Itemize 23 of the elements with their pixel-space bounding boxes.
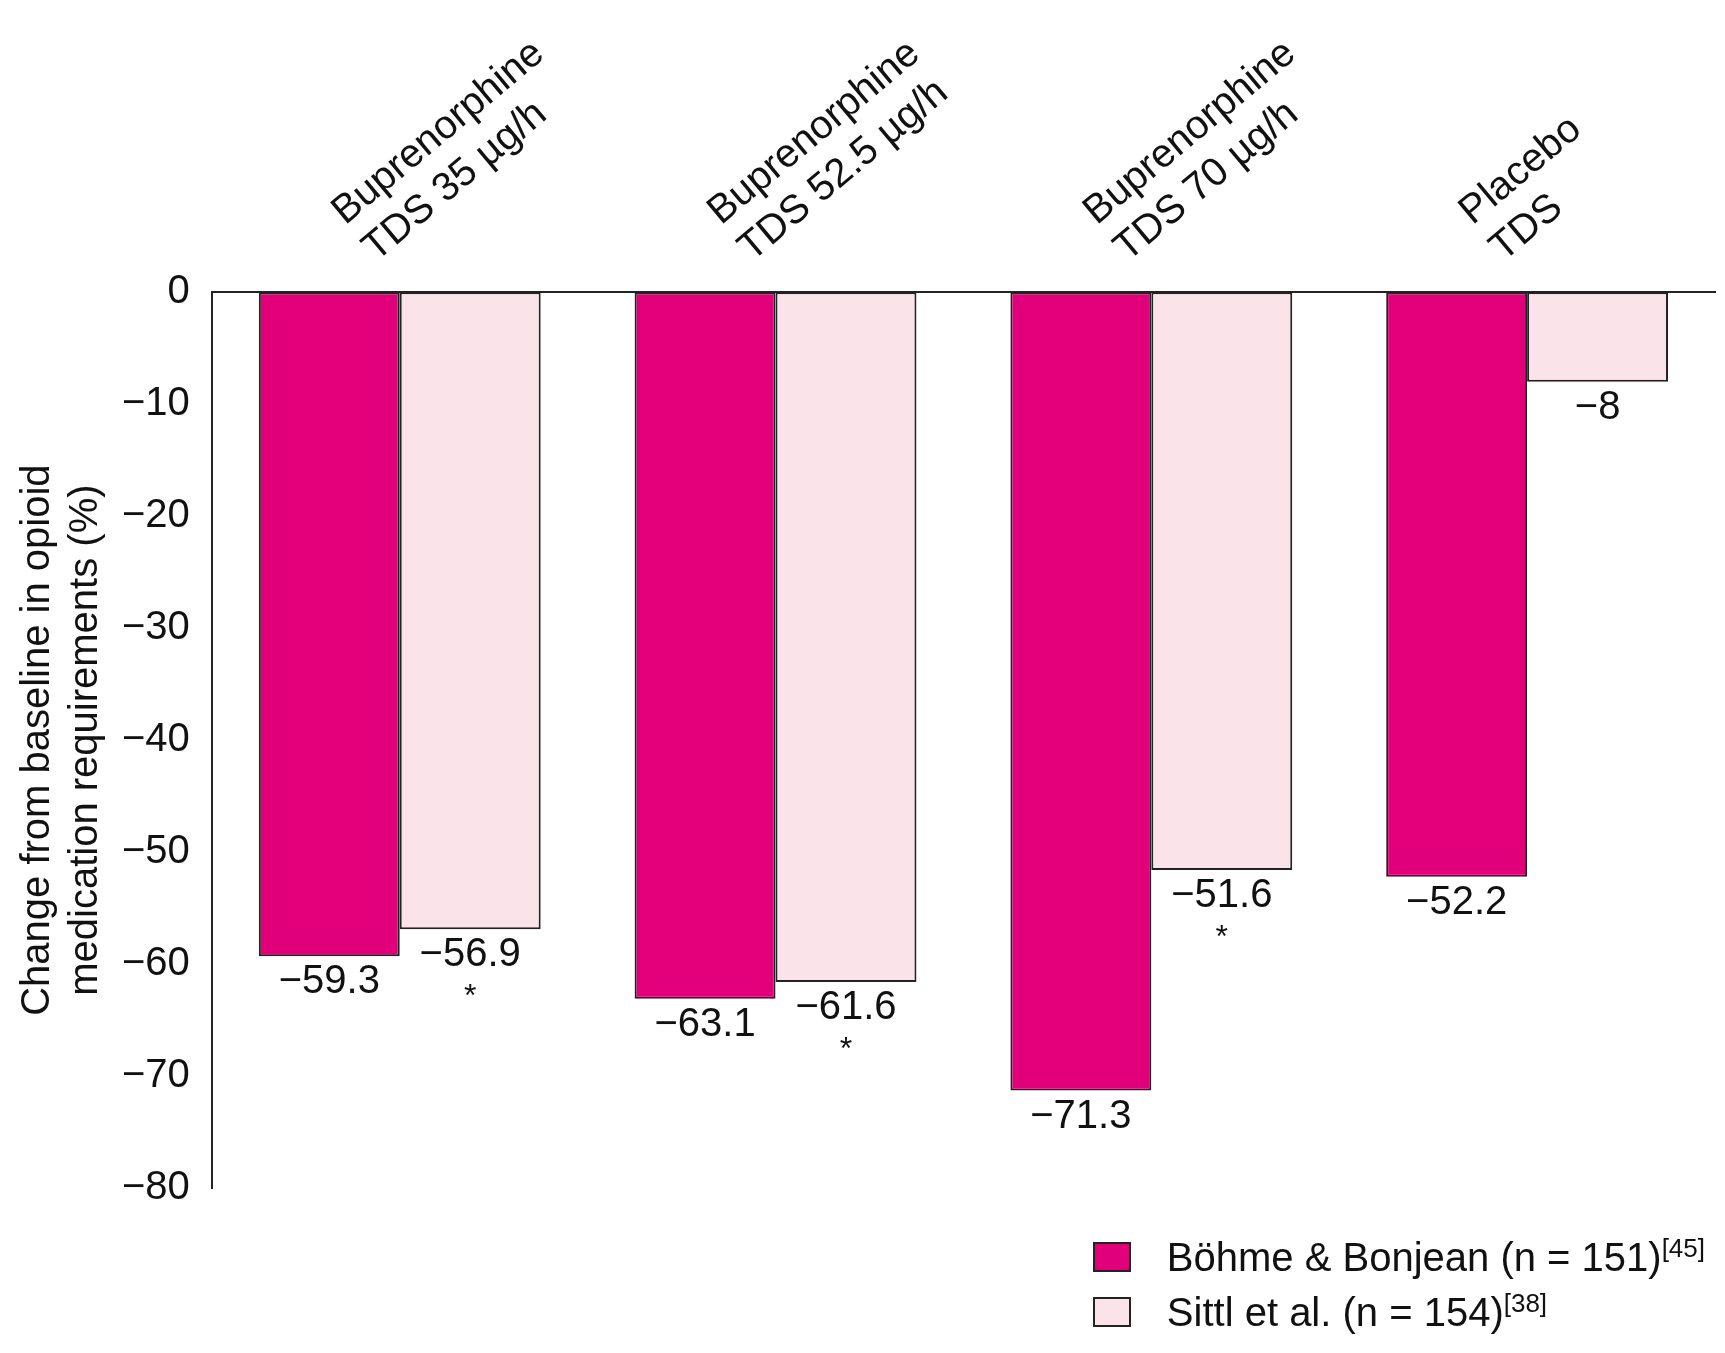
data-label: −52.2 (1406, 877, 1508, 922)
data-label: −59.3 (278, 957, 380, 1002)
y-tick-label: −50 (121, 827, 190, 872)
legend-label: Böhme & Bonjean (n = 151)$^{[45]}$ (1166, 1233, 1705, 1281)
annotation: * (839, 1029, 853, 1066)
y-tick-label: −40 (121, 715, 190, 760)
y-tick-label: −60 (121, 939, 190, 984)
annotation: * (463, 977, 477, 1014)
data-label: −51.6 (1171, 871, 1273, 916)
y-tick-label: −10 (121, 379, 190, 424)
y-tick-label: −30 (121, 603, 190, 648)
y-axis-title: Change from baseline in opioid medication requirements (%) (13, 464, 106, 1016)
y-tick-label: −20 (121, 491, 190, 536)
data-label: −8 (1574, 382, 1621, 427)
data-label: −63.1 (654, 999, 756, 1044)
data-label: −71.3 (1030, 1091, 1132, 1136)
data-label: −61.6 (795, 983, 897, 1027)
data-label: −56.9 (419, 930, 521, 975)
annotation: * (1215, 917, 1229, 954)
legend-label: Sittl et al. (n = 154)$^{[38]}$ (1166, 1288, 1548, 1336)
y-tick-label: 0 (167, 267, 190, 312)
y-tick-label: −70 (121, 1051, 190, 1096)
y-tick-label: −80 (121, 1163, 190, 1208)
